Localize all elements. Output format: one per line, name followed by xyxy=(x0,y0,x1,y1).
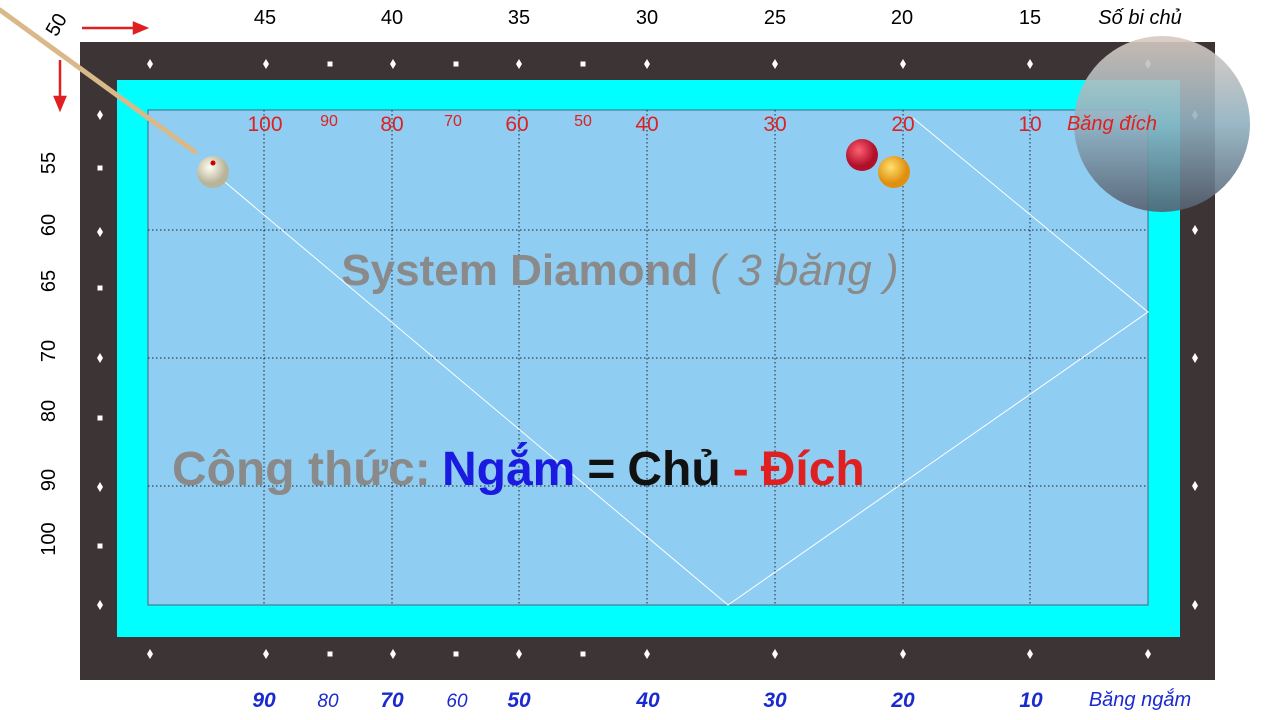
bottom-label: 90 xyxy=(252,689,276,712)
target-label: 100 xyxy=(247,113,282,136)
target-label: 10 xyxy=(1018,113,1041,136)
target-label: 40 xyxy=(635,113,658,136)
diamond xyxy=(516,59,522,69)
left-label: 80 xyxy=(38,400,60,422)
grid xyxy=(148,110,1148,605)
diamond xyxy=(390,649,396,659)
top-label: 15 xyxy=(1019,7,1041,29)
target-label: 70 xyxy=(444,113,462,130)
formula: Công thức: Ngắm = Chủ - Đích xyxy=(172,441,865,496)
bottom-label: 70 xyxy=(380,689,404,712)
diamond-square xyxy=(580,651,586,657)
profile-photo xyxy=(1074,36,1250,212)
diamond xyxy=(900,649,906,659)
diamond-square xyxy=(97,285,103,291)
bottom-label: 80 xyxy=(317,691,339,712)
diamond xyxy=(644,649,650,659)
left-label: 60 xyxy=(38,214,60,236)
left-label: 90 xyxy=(38,469,60,491)
bottom-label: 50 xyxy=(507,689,531,712)
formula-minus: - xyxy=(733,443,749,496)
target-label: 80 xyxy=(380,113,403,136)
red-ball xyxy=(846,139,878,171)
diamond-square xyxy=(580,61,586,67)
target-label: 50 xyxy=(574,113,592,130)
diamond-square xyxy=(97,543,103,549)
diamond xyxy=(1192,481,1198,491)
diamond xyxy=(772,59,778,69)
diamond xyxy=(1192,353,1198,363)
diamond xyxy=(97,353,103,363)
title-sub: ( 3 băng ) xyxy=(710,246,898,295)
formula-aim: Ngắm xyxy=(442,441,575,496)
diamond xyxy=(97,600,103,610)
ball-path xyxy=(212,117,1149,606)
bottom-label: 30 xyxy=(763,689,787,712)
diamond xyxy=(644,59,650,69)
diamond xyxy=(97,110,103,120)
diamond xyxy=(263,59,269,69)
direction-arrows xyxy=(53,21,150,113)
diamond xyxy=(1192,600,1198,610)
target-label: 30 xyxy=(763,113,786,136)
top-label: 40 xyxy=(381,7,403,29)
diamond xyxy=(516,649,522,659)
diamond xyxy=(772,649,778,659)
diamond-square xyxy=(97,415,103,421)
cue-stick xyxy=(0,7,198,155)
top-label: 30 xyxy=(636,7,658,29)
diamond xyxy=(1027,59,1033,69)
target-label: 60 xyxy=(505,113,528,136)
diamond xyxy=(1027,649,1033,659)
left-label: 70 xyxy=(38,340,60,362)
diamond xyxy=(147,649,153,659)
diamond-square xyxy=(327,651,333,657)
top-label: 50 xyxy=(42,10,72,40)
diamond-square xyxy=(453,61,459,67)
left-label: 55 xyxy=(38,152,60,174)
formula-cue: Chủ xyxy=(627,443,720,496)
diamond xyxy=(97,227,103,237)
title: System Diamond( 3 băng ) xyxy=(341,246,898,295)
yellow-ball xyxy=(878,156,910,188)
bottom-label: 20 xyxy=(890,689,915,712)
ball-dot xyxy=(210,160,216,166)
diamond xyxy=(1145,649,1151,659)
target-label: 90 xyxy=(320,113,338,130)
diamond xyxy=(390,59,396,69)
top-caption: Số bi chủ xyxy=(1098,7,1181,29)
diamond xyxy=(1192,225,1198,235)
diamond xyxy=(263,649,269,659)
top-label: 20 xyxy=(891,7,913,29)
cue-ball xyxy=(197,156,229,188)
bottom-label: 10 xyxy=(1019,689,1043,712)
left-label: 65 xyxy=(38,270,60,292)
top-label: 25 xyxy=(764,7,786,29)
diamond xyxy=(900,59,906,69)
diamond xyxy=(147,59,153,69)
diamond xyxy=(97,482,103,492)
diamonds xyxy=(97,59,1198,659)
top-label: 35 xyxy=(508,7,530,29)
title-main: System Diamond xyxy=(341,246,698,295)
bottom-label: 40 xyxy=(635,689,660,712)
formula-equals: = xyxy=(587,443,615,496)
formula-label: Công thức: xyxy=(172,443,431,496)
bottom-caption: Băng ngắm xyxy=(1089,688,1191,711)
diamond-square xyxy=(327,61,333,67)
target-caption: Băng đích xyxy=(1067,113,1157,135)
target-label: 20 xyxy=(891,113,914,136)
top-label: 45 xyxy=(254,7,276,29)
formula-target: Đích xyxy=(761,443,865,496)
diamond-square xyxy=(453,651,459,657)
bottom-label: 60 xyxy=(446,691,468,712)
left-label: 100 xyxy=(38,522,60,555)
diamond-square xyxy=(97,165,103,171)
